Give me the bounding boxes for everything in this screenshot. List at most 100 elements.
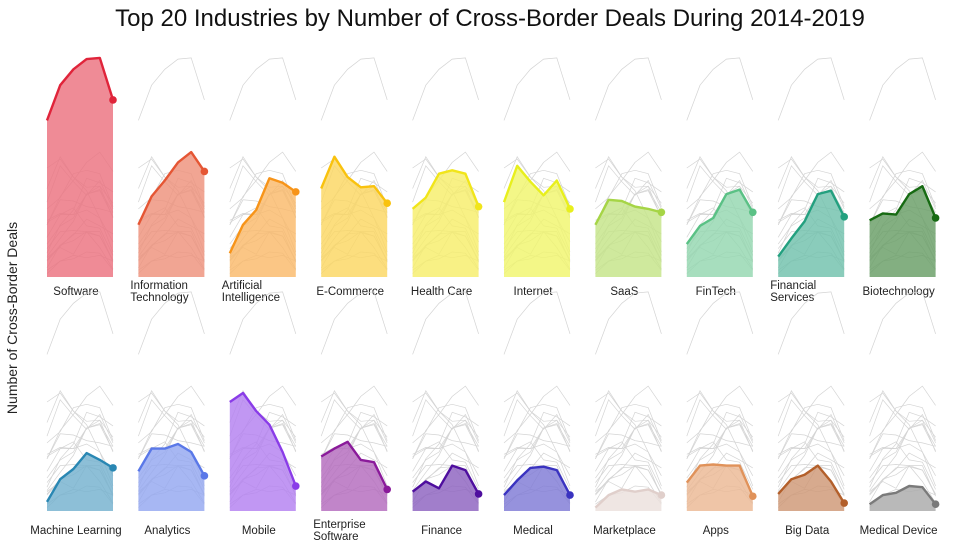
- series-area: [869, 486, 936, 511]
- panel-marketplace: Marketplace: [593, 291, 666, 537]
- background-line: [46, 291, 114, 355]
- series-line: [777, 464, 846, 504]
- background-line: [595, 165, 662, 210]
- background-line: [412, 423, 479, 479]
- background-line: [412, 411, 479, 488]
- background-line: [777, 423, 845, 479]
- series-area: [412, 465, 479, 511]
- series-line: [777, 189, 846, 258]
- background-line: [412, 419, 479, 455]
- series-line: [594, 488, 662, 509]
- series-line: [45, 451, 114, 503]
- background-line: [595, 151, 662, 225]
- background-line: [503, 403, 571, 444]
- panel-label-line: Artificial: [222, 280, 262, 292]
- background-line: [778, 392, 845, 487]
- background-line: [869, 392, 936, 487]
- series-end-marker: [931, 500, 940, 508]
- series-end-marker: [200, 472, 209, 480]
- series-end-marker: [931, 214, 940, 222]
- panel-label: Mobile: [242, 525, 276, 537]
- background-line: [595, 423, 662, 479]
- background-line: [412, 385, 479, 459]
- series-end-marker: [200, 167, 209, 176]
- background-line: [503, 424, 571, 491]
- background-line: [320, 399, 388, 444]
- background-line: [595, 155, 662, 204]
- panel-label-line: Software: [313, 531, 358, 543]
- background-line: [595, 385, 662, 459]
- background-line: [503, 57, 571, 121]
- background-line: [777, 169, 845, 210]
- y-axis-label: Number of Cross-Border Deals: [4, 222, 20, 414]
- background-line: [595, 424, 662, 491]
- panel-label: Medical: [513, 525, 553, 537]
- background-line: [595, 466, 662, 496]
- background-line: [778, 419, 845, 455]
- background-line: [595, 411, 662, 488]
- background-line: [777, 385, 845, 459]
- series-end-marker: [474, 490, 483, 498]
- panel-label: Analytics: [144, 525, 190, 537]
- series-end-marker: [292, 482, 300, 490]
- series-area: [321, 441, 388, 511]
- series-end-marker: [657, 208, 666, 217]
- background-line: [686, 392, 754, 487]
- series-end-marker: [840, 499, 848, 507]
- background-line: [46, 443, 114, 476]
- background-line: [46, 424, 114, 491]
- panel-medical-device: Medical Device: [860, 291, 940, 537]
- background-line: [138, 419, 205, 455]
- background-line: [777, 443, 845, 476]
- background-line: [686, 385, 754, 459]
- background-line: [869, 165, 936, 210]
- background-line: [46, 419, 114, 455]
- series-area: [138, 152, 205, 277]
- background-line: [503, 392, 571, 487]
- background-line: [777, 399, 845, 444]
- background-line: [778, 185, 845, 221]
- background-line: [321, 392, 388, 487]
- panel-internet: Internet: [502, 57, 574, 298]
- background-line: [686, 411, 753, 488]
- background-line: [229, 57, 297, 121]
- background-line: [320, 389, 388, 438]
- series-end-marker: [749, 492, 757, 501]
- series-end-marker: [383, 485, 392, 494]
- background-line: [686, 443, 754, 476]
- background-line: [869, 464, 936, 497]
- background-line: [503, 419, 571, 455]
- background-line: [686, 419, 754, 455]
- background-line: [595, 441, 662, 490]
- series-line: [503, 465, 572, 496]
- series-line: [229, 391, 297, 487]
- series-line: [594, 198, 662, 226]
- background-line: [869, 443, 936, 476]
- background-line: [595, 392, 662, 487]
- background-line: [595, 465, 662, 504]
- background-line: [595, 389, 662, 438]
- background-line: [869, 465, 936, 504]
- background-line: [869, 389, 936, 438]
- background-line: [777, 151, 845, 225]
- series-line: [137, 442, 206, 477]
- background-line: [777, 424, 845, 491]
- series-area: [686, 464, 753, 511]
- series-area: [504, 165, 570, 277]
- background-line: [595, 419, 662, 455]
- panel-label: Biotechnology: [862, 286, 934, 298]
- background-line: [595, 464, 662, 497]
- background-line: [320, 291, 388, 355]
- background-line: [503, 411, 571, 488]
- series-line: [320, 155, 389, 204]
- background-line: [412, 443, 479, 476]
- background-line: [686, 151, 754, 225]
- series-line: [320, 440, 389, 490]
- panel-software: Software: [45, 56, 117, 298]
- series-area: [778, 465, 845, 511]
- background-line: [777, 57, 845, 121]
- series-line: [685, 188, 754, 245]
- series-area: [686, 189, 753, 277]
- background-line: [777, 155, 845, 204]
